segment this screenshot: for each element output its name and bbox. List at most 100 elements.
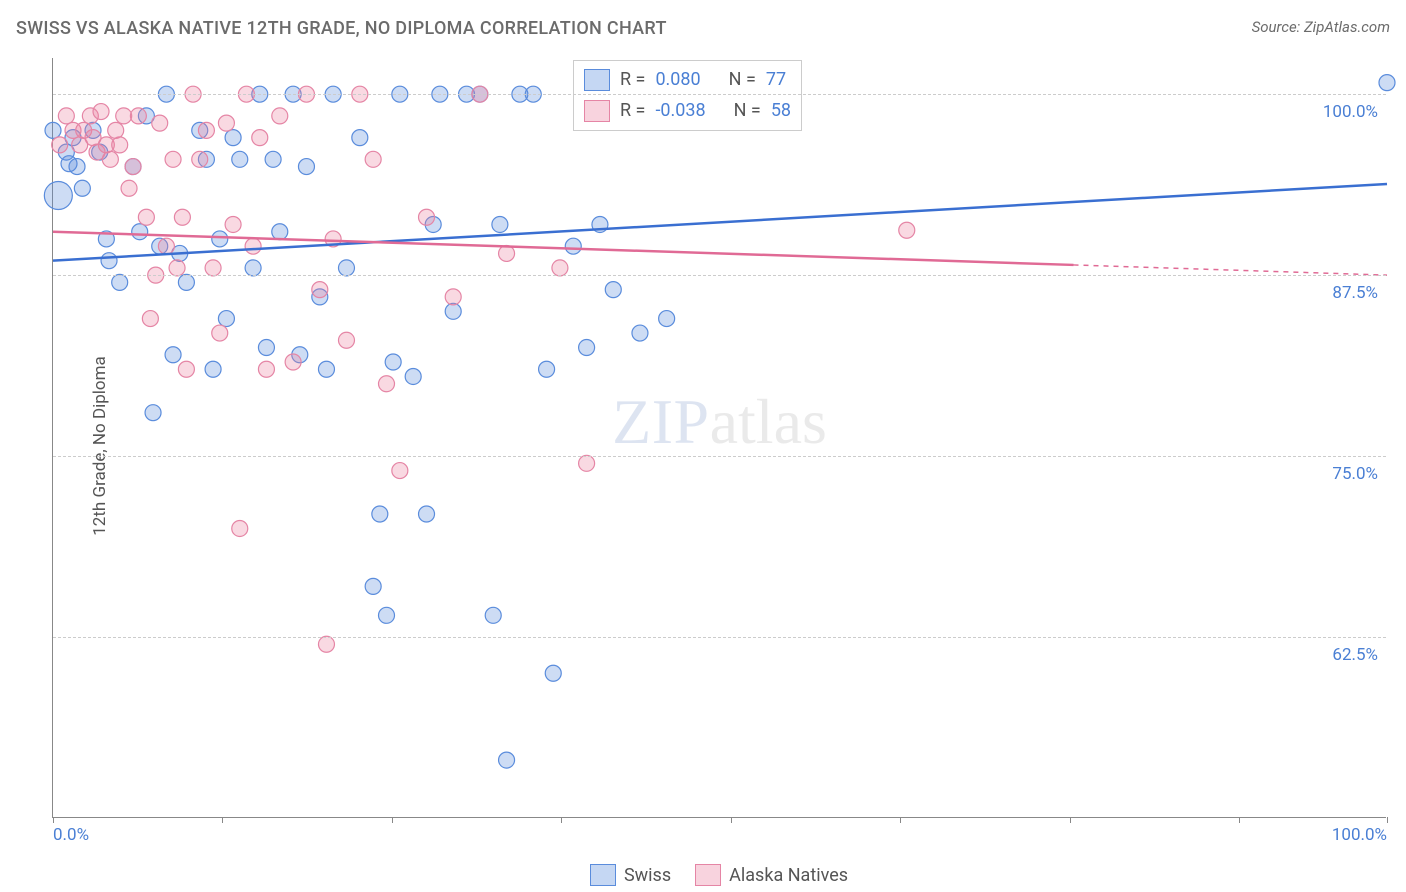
x-tick	[1070, 817, 1071, 823]
scatter-point	[579, 455, 595, 471]
scatter-point	[232, 151, 248, 167]
scatter-point	[565, 238, 581, 254]
scatter-point	[492, 216, 508, 232]
x-tick	[392, 817, 393, 823]
scatter-point	[539, 361, 555, 377]
scatter-point	[632, 325, 648, 341]
scatter-point	[165, 347, 181, 363]
scatter-point	[318, 361, 334, 377]
grid-line	[53, 94, 1386, 95]
scatter-point	[419, 209, 435, 225]
correlation-legend: R = 0.080 N = 77 R = -0.038 N = 58	[573, 60, 802, 131]
scatter-point	[379, 607, 395, 623]
scatter-point	[125, 159, 141, 175]
scatter-point	[405, 368, 421, 384]
scatter-point	[58, 108, 74, 124]
legend-row-alaska: R = -0.038 N = 58	[584, 96, 791, 127]
legend-n-alaska: 58	[771, 96, 791, 127]
scatter-point	[169, 260, 185, 276]
x-tick-label: 0.0%	[53, 825, 89, 845]
scatter-point	[552, 260, 568, 276]
scatter-point	[338, 260, 354, 276]
scatter-point	[265, 151, 281, 167]
x-tick	[561, 817, 562, 823]
scatter-point	[272, 108, 288, 124]
scatter-point	[178, 274, 194, 290]
chart-source: Source: ZipAtlas.com	[1252, 18, 1390, 36]
scatter-point	[318, 636, 334, 652]
scatter-point	[74, 180, 90, 196]
scatter-point	[198, 122, 214, 138]
scatter-point	[245, 260, 261, 276]
scatter-point	[205, 361, 221, 377]
correlation-chart: SWISS VS ALASKA NATIVE 12TH GRADE, NO DI…	[0, 0, 1406, 892]
scatter-point	[605, 282, 621, 298]
scatter-point	[372, 506, 388, 522]
scatter-point	[138, 209, 154, 225]
scatter-point	[1379, 75, 1395, 91]
scatter-point	[108, 122, 124, 138]
x-tick	[53, 817, 54, 823]
trend-line	[53, 184, 1387, 261]
x-tick-label: 100.0%	[1332, 825, 1387, 845]
scatter-point	[385, 354, 401, 370]
scatter-point	[225, 216, 241, 232]
x-tick	[900, 817, 901, 823]
scatter-point	[93, 104, 109, 120]
bottom-legend: Swiss Alaska Natives	[52, 864, 1386, 886]
scatter-point	[165, 151, 181, 167]
scatter-point	[365, 578, 381, 594]
legend-swatch-alaska	[584, 100, 610, 122]
y-tick-label: 100.0%	[1323, 102, 1378, 122]
legend-n-swiss: 77	[766, 65, 786, 96]
scatter-point	[132, 224, 148, 240]
scatter-point	[152, 115, 168, 131]
scatter-point	[130, 108, 146, 124]
scatter-point	[445, 289, 461, 305]
scatter-point	[112, 274, 128, 290]
scatter-point	[225, 130, 241, 146]
scatter-point	[112, 137, 128, 153]
bottom-label-swiss: Swiss	[624, 865, 671, 886]
x-tick	[731, 817, 732, 823]
scatter-point	[212, 231, 228, 247]
plot-svg	[53, 58, 1386, 817]
scatter-point	[245, 238, 261, 254]
scatter-point	[298, 159, 314, 175]
scatter-point	[174, 209, 190, 225]
scatter-point	[145, 405, 161, 421]
legend-r-label: R =	[620, 65, 645, 96]
scatter-point	[899, 222, 915, 238]
bottom-legend-swiss: Swiss	[590, 864, 671, 886]
scatter-point	[218, 311, 234, 327]
grid-line	[53, 637, 1386, 638]
scatter-point	[192, 151, 208, 167]
trend-line-extrapolated	[1074, 265, 1387, 275]
scatter-point	[178, 361, 194, 377]
y-tick-label: 62.5%	[1332, 645, 1378, 665]
scatter-point	[232, 520, 248, 536]
x-tick	[1239, 817, 1240, 823]
scatter-point	[365, 151, 381, 167]
scatter-point	[272, 224, 288, 240]
scatter-point	[258, 361, 274, 377]
legend-row-swiss: R = 0.080 N = 77	[584, 65, 791, 96]
scatter-point	[142, 311, 158, 327]
scatter-point	[218, 115, 234, 131]
x-tick	[1387, 817, 1388, 823]
scatter-point	[312, 282, 328, 298]
y-tick-label: 87.5%	[1332, 283, 1378, 303]
scatter-point	[102, 151, 118, 167]
scatter-point	[419, 506, 435, 522]
scatter-point	[659, 311, 675, 327]
scatter-point	[445, 303, 461, 319]
scatter-point	[101, 253, 117, 269]
grid-line	[53, 275, 1386, 276]
x-tick	[222, 817, 223, 823]
scatter-point	[258, 340, 274, 356]
scatter-point	[158, 238, 174, 254]
legend-r-label-2: R =	[620, 96, 645, 127]
scatter-point	[44, 182, 72, 210]
legend-n-label: N =	[729, 65, 756, 96]
scatter-point	[545, 665, 561, 681]
